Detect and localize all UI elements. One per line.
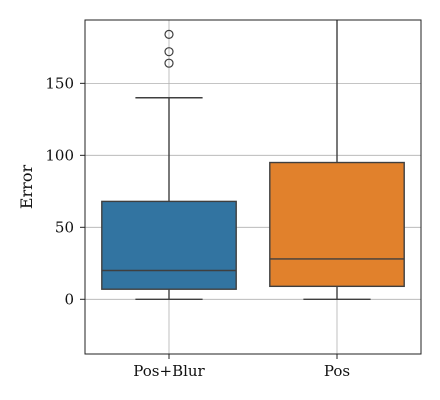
y-tick-label: 0	[64, 290, 74, 308]
box-pos	[269, 20, 405, 300]
y-tick-label: 150	[45, 74, 74, 92]
outlier-point	[164, 29, 174, 39]
plot-frame	[84, 19, 422, 355]
x-ticks: Pos+Blur Pos	[133, 354, 350, 380]
box-plots	[101, 20, 405, 300]
y-axis-label: Error	[17, 165, 36, 210]
iqr-box	[101, 200, 237, 290]
y-ticks: 0 50 100 150	[45, 74, 85, 308]
outlier-point	[164, 58, 174, 68]
y-tick-label: 50	[55, 218, 74, 236]
y-tick-label: 100	[45, 146, 74, 164]
x-tick-label: Pos+Blur	[133, 362, 205, 380]
outlier-point	[164, 47, 174, 57]
iqr-box	[269, 161, 405, 288]
x-tick-label: Pos	[324, 362, 350, 380]
box-pos-blur	[101, 29, 237, 300]
